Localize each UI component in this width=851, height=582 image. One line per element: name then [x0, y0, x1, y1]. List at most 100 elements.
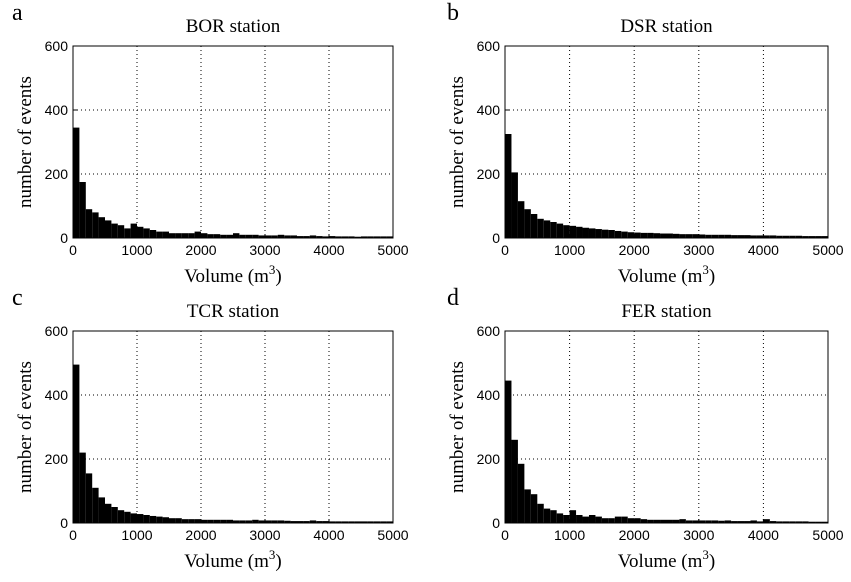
chart-title: DSR station: [620, 16, 713, 37]
bar: [679, 234, 686, 238]
bar: [634, 518, 641, 523]
y-axis-label: number of events: [15, 76, 36, 208]
bar: [188, 519, 195, 523]
bar: [373, 521, 381, 523]
bar: [614, 230, 622, 238]
bar: [769, 235, 777, 238]
bar: [582, 227, 589, 238]
bar: [85, 473, 93, 523]
bar: [290, 521, 297, 523]
x-tick-label: 4000: [748, 527, 779, 543]
bar: [653, 233, 661, 238]
bar: [194, 231, 201, 238]
bar: [111, 223, 118, 238]
bar: [666, 519, 673, 523]
bar: [309, 235, 317, 238]
bar: [569, 510, 577, 523]
bar: [563, 225, 570, 238]
bar: [608, 230, 615, 238]
bar: [640, 519, 648, 523]
bar: [763, 519, 770, 523]
bar: [188, 233, 195, 238]
bar: [316, 236, 323, 238]
x-tick-label: 2000: [619, 527, 650, 543]
bar: [137, 514, 144, 523]
bar: [105, 220, 112, 238]
bar: [582, 516, 589, 523]
bar: [79, 182, 86, 238]
bar: [789, 235, 796, 238]
panel-label: a: [12, 0, 23, 26]
bar: [367, 236, 374, 238]
x-axis-label-part: Volume (m: [618, 551, 703, 572]
bar: [505, 380, 512, 523]
bar: [782, 521, 790, 523]
bar: [588, 515, 596, 523]
bar: [386, 521, 393, 523]
bar: [373, 236, 381, 238]
x-axis-label-sup: 3: [702, 262, 709, 277]
bar: [284, 520, 291, 523]
x-axis-label-sup: 3: [702, 547, 709, 562]
panel-label: d: [447, 285, 459, 311]
bar: [524, 489, 531, 523]
bar: [258, 235, 265, 238]
bar: [530, 214, 538, 238]
axes-frame: [504, 45, 829, 239]
bar: [233, 233, 240, 238]
x-tick-label: 0: [501, 242, 509, 258]
bar: [666, 233, 673, 238]
bar: [627, 518, 635, 523]
bar: [149, 515, 157, 523]
bar: [601, 229, 609, 238]
bar: [239, 520, 246, 523]
x-axis-label-part: Volume (m: [184, 551, 269, 572]
x-tick-label: 3000: [683, 527, 714, 543]
bar: [621, 516, 628, 523]
y-tick-label: 200: [45, 166, 69, 182]
bar: [226, 519, 233, 523]
bar: [117, 225, 125, 238]
bar: [137, 226, 144, 238]
bar: [815, 236, 822, 238]
bar: [627, 232, 635, 238]
bar: [181, 233, 189, 238]
x-tick-label: 1000: [554, 527, 585, 543]
bar: [105, 503, 112, 523]
y-tick-label: 400: [45, 387, 69, 403]
bar: [233, 520, 240, 523]
bar: [808, 521, 816, 523]
x-tick-label: 5000: [812, 242, 843, 258]
bar: [245, 520, 253, 523]
panel-label: c: [12, 285, 23, 311]
bar: [672, 233, 680, 238]
x-tick-label: 1000: [121, 242, 152, 258]
bar: [750, 235, 757, 238]
bar: [595, 516, 602, 523]
bar: [258, 520, 265, 523]
y-tick-label: 600: [477, 323, 501, 339]
bar: [265, 235, 272, 238]
bar: [380, 521, 387, 523]
bar: [660, 519, 667, 523]
bar: [92, 487, 99, 523]
bar: [601, 518, 609, 523]
x-tick-label: 4000: [313, 527, 344, 543]
x-tick-label: 0: [501, 527, 509, 543]
bar: [679, 519, 686, 523]
bar: [111, 507, 118, 523]
bar: [718, 234, 725, 238]
bar: [672, 519, 680, 523]
y-tick-label: 600: [45, 323, 69, 339]
bar: [220, 234, 227, 238]
plot-area: [505, 46, 828, 238]
x-tick-label: 1000: [554, 242, 585, 258]
bar: [169, 233, 176, 238]
bar: [79, 452, 86, 523]
y-tick-label: 0: [492, 515, 500, 531]
bar: [808, 236, 816, 238]
chart-title: BOR station: [186, 16, 281, 37]
bar: [724, 234, 732, 238]
bar: [348, 236, 355, 238]
bar: [265, 520, 272, 523]
